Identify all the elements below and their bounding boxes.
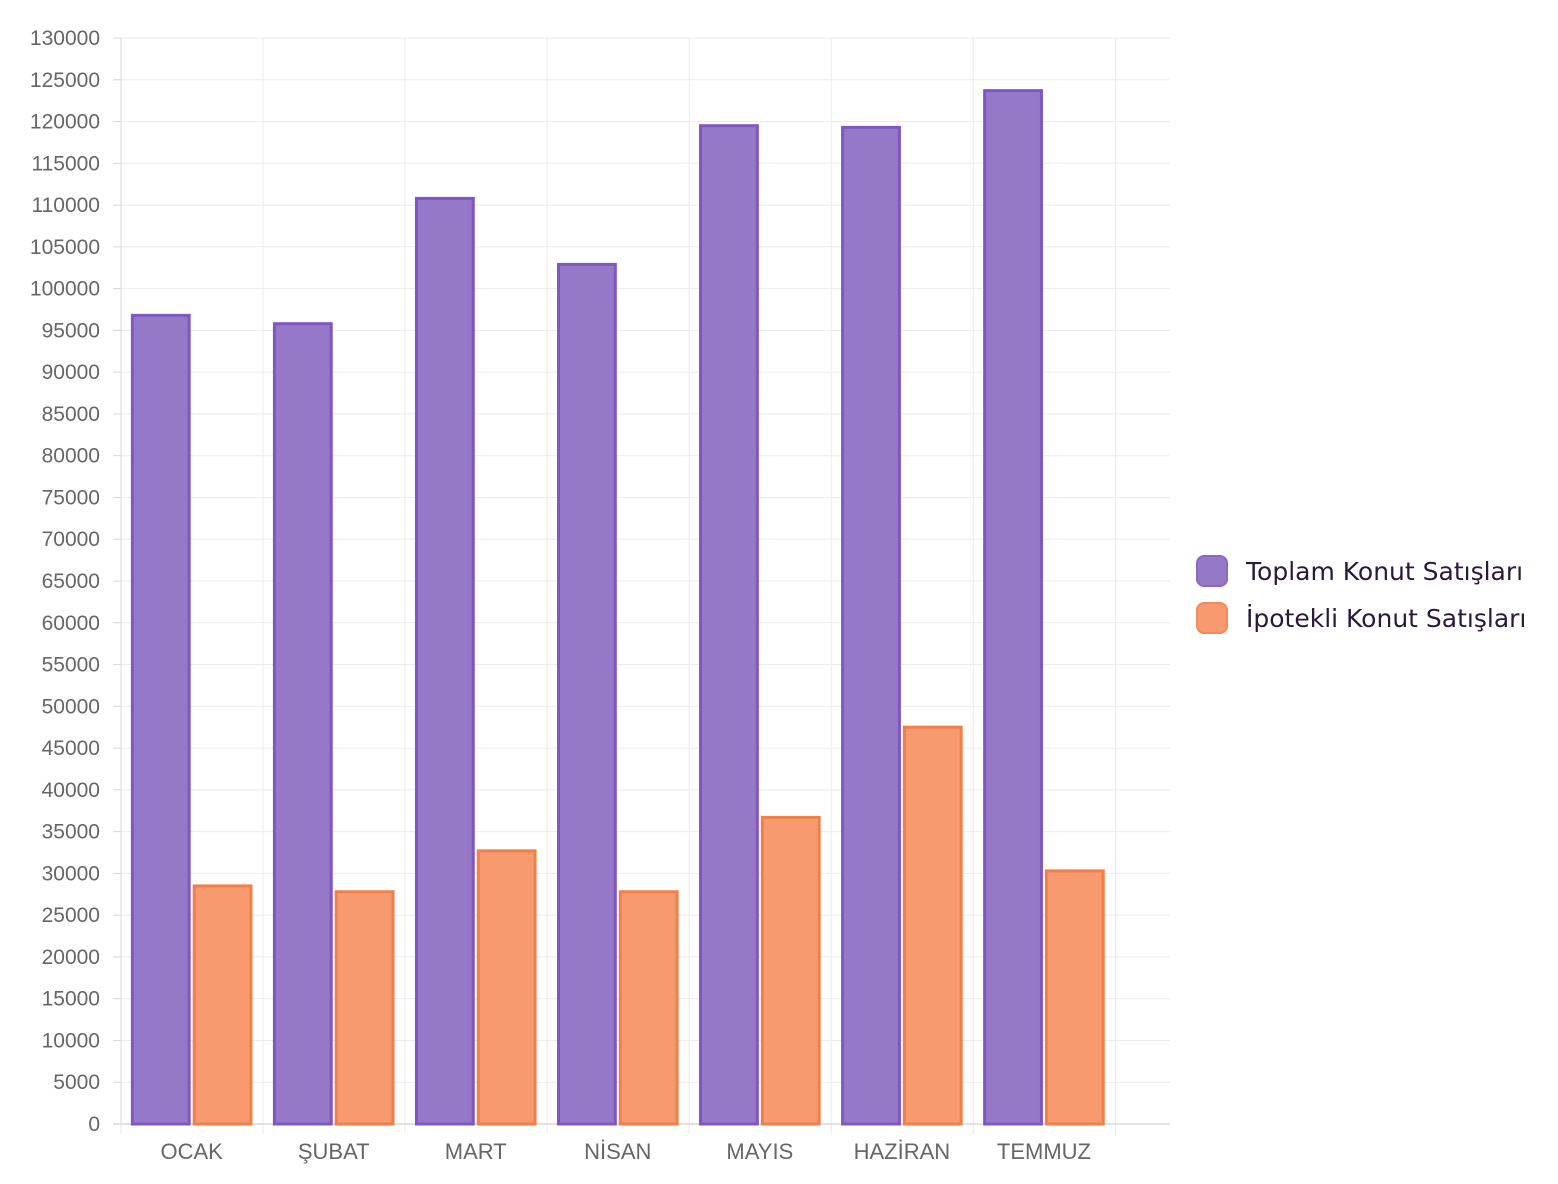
y-tick-label: 25000 (42, 904, 100, 927)
legend-item-ipotekli[interactable]: İpotekli Konut Satışları (1196, 599, 1526, 637)
bar-ipotekli[interactable] (618, 890, 679, 1126)
x-tick-label: ŞUBAT (298, 1139, 370, 1164)
y-tick-label: 115000 (31, 152, 100, 175)
y-tick-label: 80000 (42, 445, 100, 468)
y-tick-label: 85000 (42, 403, 100, 426)
bar-ipotekli[interactable] (1044, 869, 1105, 1126)
legend: Toplam Konut Satışları İpotekli Konut Sa… (1196, 552, 1526, 646)
y-tick-label: 35000 (42, 821, 100, 844)
y-tick-label: 45000 (42, 737, 100, 760)
y-tick-label: 75000 (42, 486, 100, 509)
y-tick-label: 70000 (42, 528, 100, 551)
bar-ipotekli[interactable] (192, 884, 253, 1126)
y-tick-label: 55000 (42, 654, 100, 677)
y-tick-label: 125000 (30, 69, 100, 92)
bars (130, 89, 1105, 1126)
x-tick-label: HAZİRAN (854, 1139, 951, 1164)
y-tick-label: 95000 (42, 319, 100, 342)
y-tick-label: 40000 (42, 779, 100, 802)
bar-ipotekli[interactable] (760, 815, 821, 1126)
x-tick-label: MAYIS (726, 1139, 793, 1164)
y-tick-label: 120000 (30, 111, 100, 134)
y-tick-label: 15000 (42, 988, 100, 1011)
x-tick-label: TEMMUZ (997, 1139, 1091, 1164)
bar-ipotekli[interactable] (902, 725, 963, 1126)
bar-ipotekli[interactable] (334, 890, 395, 1126)
y-tick-label: 10000 (42, 1029, 100, 1052)
y-tick-label: 0 (88, 1113, 100, 1136)
bar-toplam[interactable] (556, 262, 617, 1126)
legend-swatch-ipotekli (1196, 602, 1228, 634)
y-axis-ticks: 0 5000 10000 15000 20000 25000 30000 35000 40000… (30, 27, 100, 1136)
legend-label-toplam: Toplam Konut Satışları (1246, 556, 1524, 586)
y-tick-label: 20000 (42, 946, 100, 969)
legend-label-ipotekli: İpotekli Konut Satışları (1246, 603, 1527, 633)
y-tick-label: 5000 (53, 1071, 100, 1094)
legend-swatch-toplam (1196, 555, 1228, 587)
bar-toplam[interactable] (414, 196, 475, 1126)
y-tick-label: 60000 (42, 612, 100, 635)
y-tick-label: 50000 (42, 695, 100, 718)
x-tick-label: NİSAN (584, 1139, 651, 1164)
y-tick-label: 110000 (31, 194, 100, 217)
y-tick-label: 30000 (42, 862, 100, 885)
y-tick-label: 100000 (30, 278, 100, 301)
bar-toplam[interactable] (272, 322, 333, 1126)
bar-toplam[interactable] (130, 313, 191, 1126)
x-tick-label: OCAK (160, 1139, 223, 1164)
y-tick-label: 130000 (30, 27, 100, 50)
bar-toplam[interactable] (699, 124, 759, 1126)
y-tick-label: 65000 (42, 570, 100, 593)
bar-ipotekli[interactable] (476, 849, 537, 1126)
bar-toplam[interactable] (841, 125, 901, 1126)
legend-item-toplam[interactable]: Toplam Konut Satışları (1196, 552, 1526, 590)
y-tick-label: 90000 (42, 361, 100, 384)
x-axis-ticks: OCAK ŞUBAT MART NİSAN MAYIS HAZİRAN TEMMUZ (160, 1139, 1090, 1164)
x-tick-label: MART (445, 1139, 507, 1164)
bar-toplam[interactable] (983, 89, 1043, 1126)
y-tick-label: 105000 (30, 236, 100, 259)
